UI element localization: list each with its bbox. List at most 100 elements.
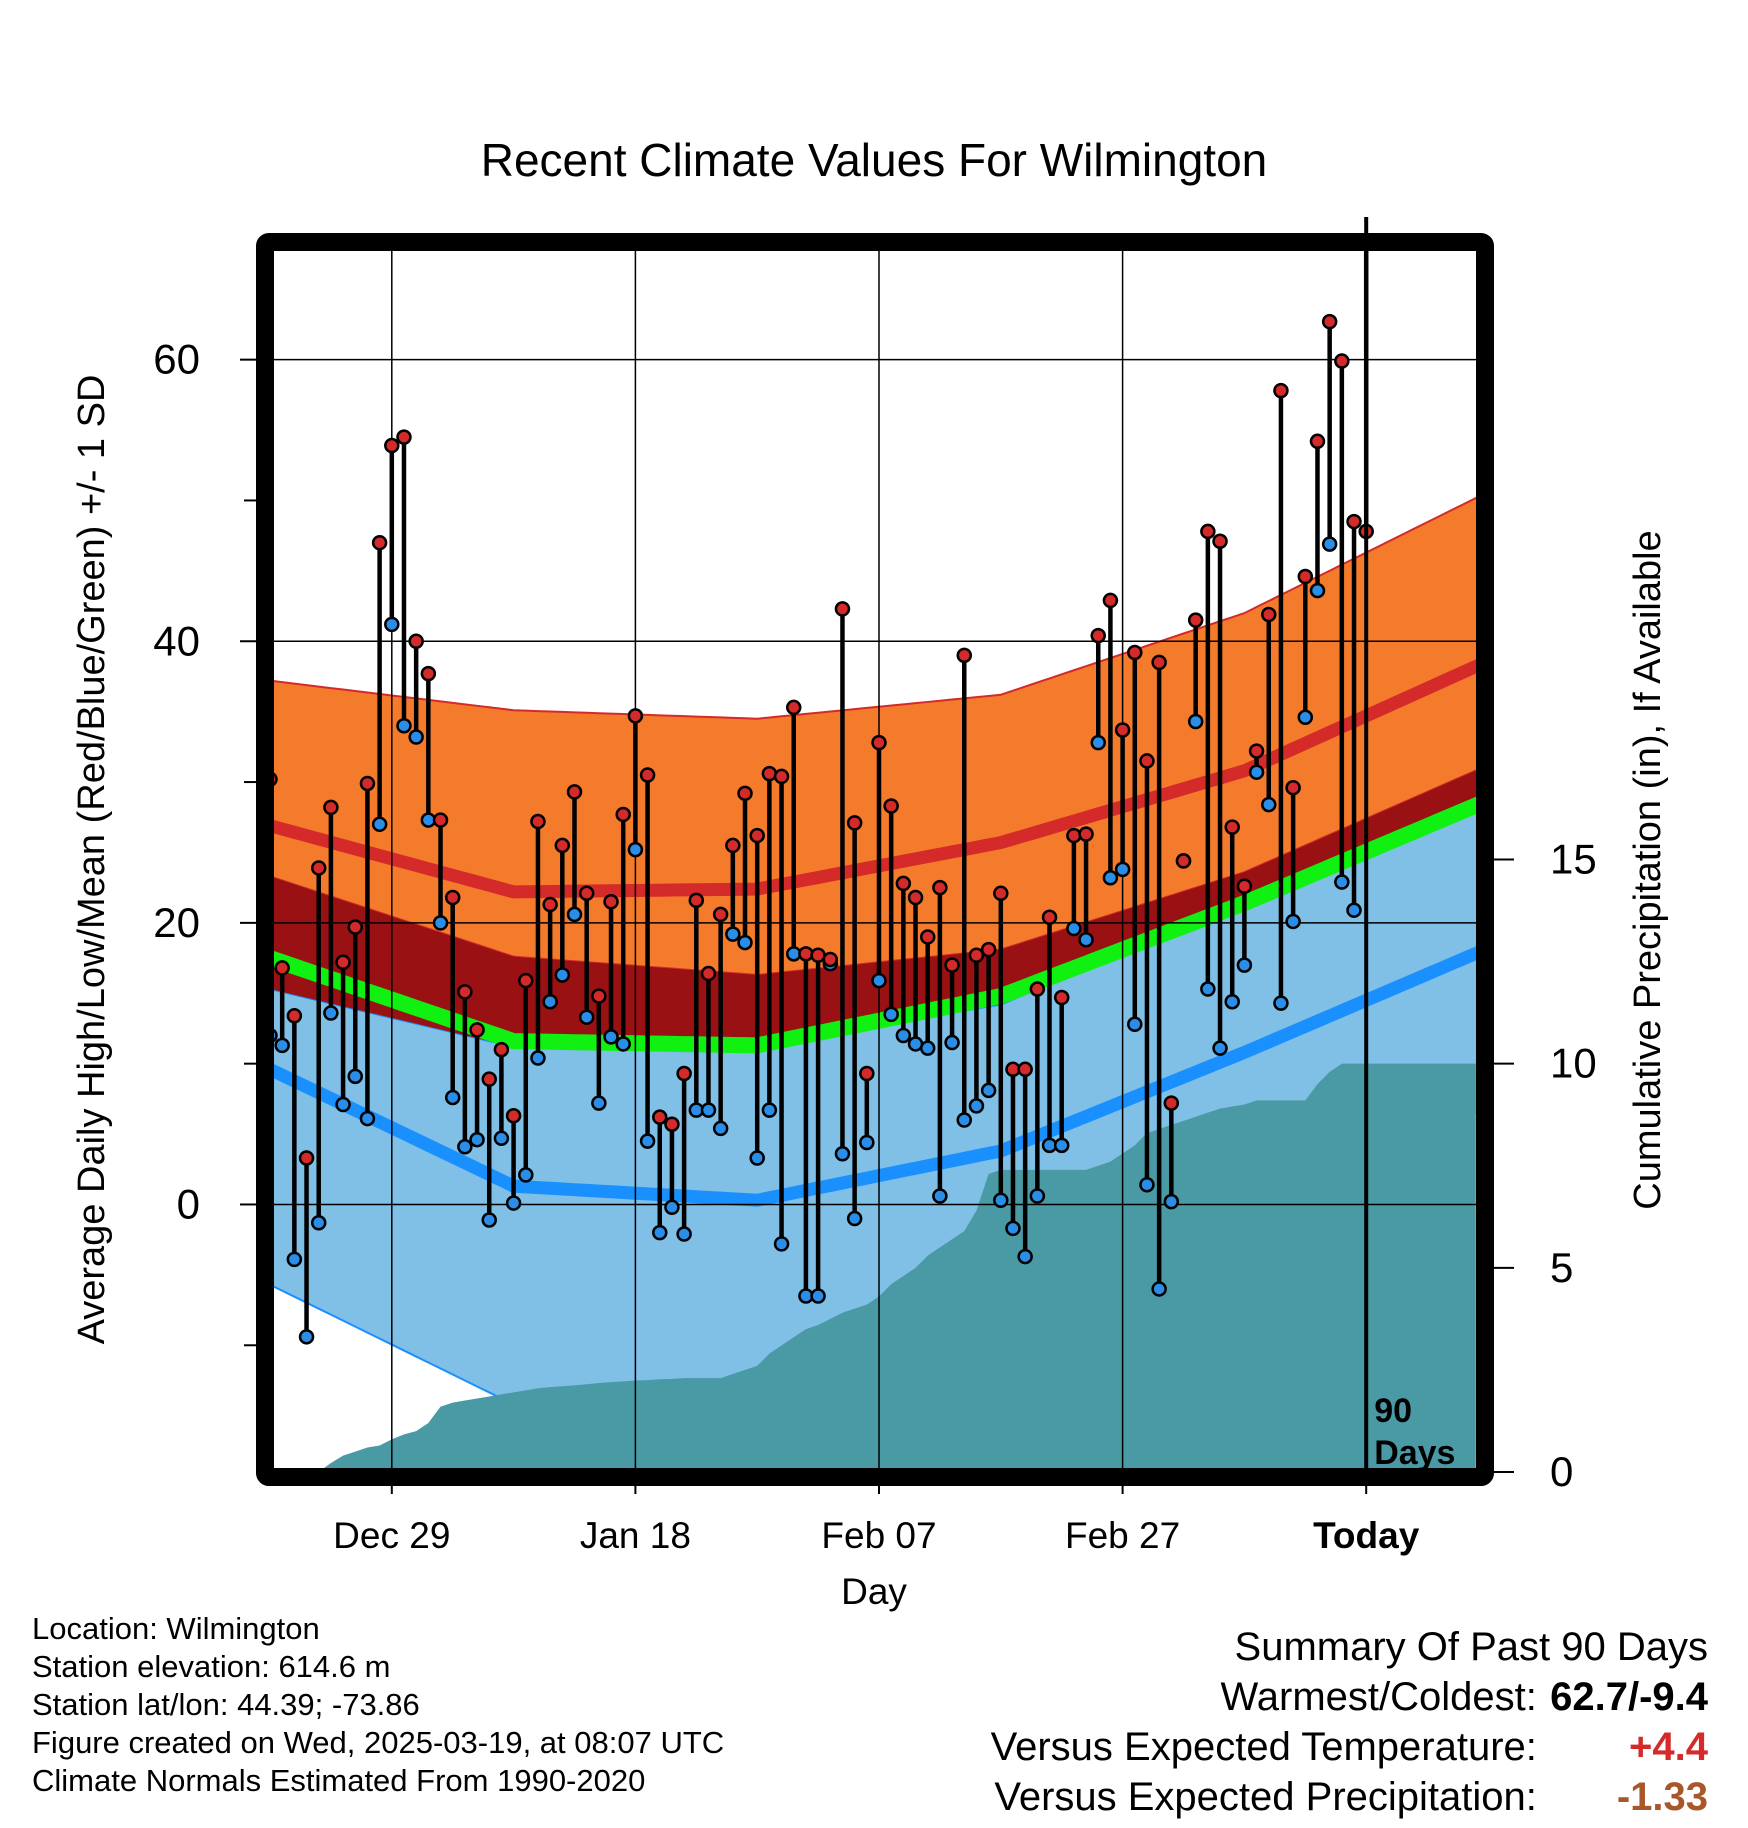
low-point	[554, 967, 571, 983]
y-right-tick-label: 0	[1550, 1448, 1573, 1495]
low-point	[1005, 1220, 1021, 1237]
high-point	[846, 815, 863, 831]
x-axis-label: Day	[841, 1571, 907, 1612]
high-point	[1346, 513, 1362, 530]
climate-chart: Recent Climate Values For Wilmington 90 D…	[71, 0, 1669, 1612]
low-point	[712, 1120, 729, 1137]
y-tick-label: 40	[153, 617, 200, 664]
high-point	[834, 601, 851, 617]
high-point	[1053, 989, 1070, 1006]
low-point	[1102, 870, 1119, 886]
low-point	[810, 1288, 826, 1304]
low-point	[591, 1095, 607, 1111]
high-point	[615, 806, 631, 823]
low-point	[1346, 902, 1362, 918]
high-point	[347, 919, 364, 935]
low-point	[1297, 709, 1314, 726]
low-point	[1334, 874, 1350, 890]
low-point	[408, 729, 424, 745]
low-point	[1273, 995, 1289, 1011]
high-point	[749, 827, 765, 844]
low-point	[469, 1131, 485, 1148]
low-point	[432, 915, 449, 931]
high-point	[310, 860, 327, 876]
high-point	[700, 965, 717, 982]
elevation-text: Station elevation: 614.6 m	[32, 1649, 391, 1684]
high-point	[1029, 981, 1046, 997]
low-point	[956, 1112, 973, 1128]
high-point	[1224, 819, 1240, 835]
high-point	[1066, 827, 1082, 844]
warm-cold-row: Warmest/Coldest: 62.7/-9.4	[991, 1672, 1709, 1722]
high-point	[639, 767, 656, 783]
low-point	[457, 1138, 473, 1155]
summary-heading: Summary Of Past 90 Days	[1234, 1625, 1708, 1669]
low-point	[664, 1199, 680, 1216]
low-point	[298, 1329, 315, 1345]
low-point	[859, 1134, 875, 1151]
high-point	[1297, 568, 1314, 585]
high-point	[420, 665, 437, 682]
high-point	[1248, 743, 1265, 759]
high-point	[1114, 722, 1131, 738]
low-point	[725, 926, 741, 942]
high-point	[384, 437, 400, 454]
station-info: Location: Wilmington Station elevation: …	[32, 1610, 724, 1800]
y-right-tick-label: 15	[1550, 836, 1597, 883]
high-point	[993, 885, 1009, 902]
high-point	[1334, 353, 1350, 369]
high-point	[1187, 612, 1204, 628]
high-point	[883, 798, 899, 814]
high-point	[871, 734, 887, 751]
plot-area: 90 Days Dec 29 Jan 18 Feb 07 Feb 27 Today Day 0 2…	[71, 0, 1669, 1612]
precip-label: Versus Expected Precipitation:	[994, 1775, 1537, 1819]
high-point	[1078, 826, 1094, 842]
high-point	[956, 647, 973, 664]
low-point	[542, 993, 558, 1010]
low-point	[505, 1195, 522, 1211]
high-point	[1139, 753, 1155, 769]
low-point	[1285, 913, 1301, 930]
temp-row: Versus Expected Temperature: +4.4	[991, 1722, 1708, 1772]
low-point	[578, 1009, 595, 1025]
high-point	[286, 1008, 303, 1024]
low-point	[1261, 796, 1277, 813]
high-point	[932, 879, 948, 896]
low-point	[530, 1050, 546, 1066]
high-point	[1017, 1061, 1033, 1078]
low-point	[639, 1133, 656, 1149]
high-point	[1321, 313, 1338, 330]
temp-value: +4.4	[1629, 1725, 1708, 1769]
high-point	[1309, 433, 1326, 450]
high-point	[335, 954, 351, 971]
precipitation-area	[270, 1063, 1476, 1472]
low-point	[396, 717, 412, 734]
high-point	[712, 906, 729, 923]
low-point	[1360, 0, 1373, 7]
high-point	[980, 941, 997, 958]
low-point	[993, 1192, 1009, 1208]
temp-label: Versus Expected Temperature:	[990, 1725, 1537, 1769]
high-point	[1212, 533, 1228, 550]
low-point	[518, 1167, 534, 1183]
low-point	[1151, 1281, 1167, 1297]
low-point	[615, 1036, 631, 1052]
high-point	[822, 951, 839, 968]
high-point	[895, 875, 912, 892]
low-point	[359, 1110, 376, 1127]
low-point	[1200, 981, 1216, 997]
high-point	[298, 1150, 315, 1166]
high-point	[578, 885, 595, 902]
high-point	[773, 768, 790, 785]
high-point	[542, 896, 558, 913]
high-point	[968, 947, 985, 963]
high-point	[1127, 644, 1143, 661]
high-point	[798, 946, 814, 962]
high-point	[432, 812, 449, 828]
high-point	[457, 984, 473, 1000]
low-point	[1066, 920, 1082, 937]
latlon-text: Station lat/lon: 44.39; -73.86	[32, 1687, 420, 1722]
high-point	[907, 889, 924, 906]
high-point	[591, 988, 607, 1004]
low-point	[1090, 734, 1106, 751]
